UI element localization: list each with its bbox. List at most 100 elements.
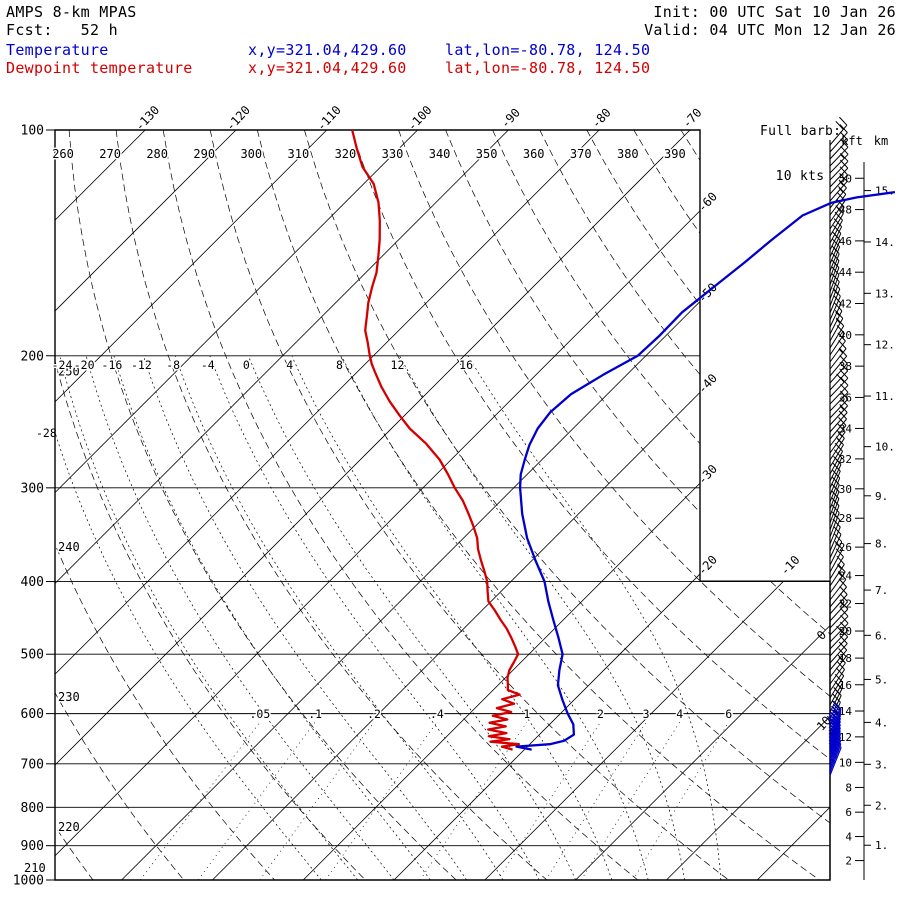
svg-text:390: 390 bbox=[664, 147, 686, 161]
svg-text:2: 2 bbox=[597, 707, 604, 721]
wind-barb-column bbox=[826, 116, 849, 880]
svg-text:0: 0 bbox=[814, 628, 829, 643]
svg-text:300: 300 bbox=[240, 147, 262, 161]
svg-text:250: 250 bbox=[58, 365, 80, 379]
svg-text:380: 380 bbox=[617, 147, 639, 161]
svg-text:42: 42 bbox=[839, 298, 852, 311]
svg-text:-20: -20 bbox=[74, 358, 95, 372]
svg-text:6.: 6. bbox=[875, 629, 888, 642]
svg-text:-100: -100 bbox=[405, 103, 435, 134]
svg-text:8.: 8. bbox=[875, 538, 888, 551]
wind-barb-legend-title: Full barb: bbox=[760, 124, 842, 139]
svg-text:km: km bbox=[874, 134, 888, 148]
svg-text:200: 200 bbox=[21, 349, 44, 364]
svg-text:-80: -80 bbox=[589, 106, 614, 131]
dewpoint-legend-label: Dewpoint temperature bbox=[6, 59, 193, 77]
svg-text:290: 290 bbox=[193, 147, 215, 161]
svg-text:-130: -130 bbox=[132, 103, 162, 134]
svg-text:40: 40 bbox=[839, 329, 852, 342]
isotherm-labels: -130 -120 -110 -100 -90 -80 -70-60-50-40-30-20… bbox=[132, 103, 834, 734]
svg-text:1000: 1000 bbox=[13, 874, 44, 889]
svg-text:270: 270 bbox=[99, 147, 121, 161]
svg-text:.4: .4 bbox=[430, 707, 444, 721]
temperature-legend-label: Temperature bbox=[6, 41, 109, 59]
svg-text:46: 46 bbox=[839, 235, 852, 248]
svg-text:11.: 11. bbox=[875, 390, 895, 403]
svg-text:-20: -20 bbox=[695, 553, 720, 578]
svg-text:1: 1 bbox=[523, 707, 530, 721]
svg-text:-30: -30 bbox=[695, 462, 720, 487]
svg-text:8: 8 bbox=[845, 781, 852, 794]
svg-text:0: 0 bbox=[243, 358, 250, 372]
svg-text:220: 220 bbox=[58, 820, 80, 834]
pressure-axis: 100 200 300 400 500 600 700 800 900 1000 bbox=[13, 124, 55, 889]
svg-text:48: 48 bbox=[839, 204, 852, 217]
svg-text:-10: -10 bbox=[778, 553, 803, 578]
forecast-hour: Fcst: 52 h bbox=[6, 21, 118, 39]
dewpoint-latlon: lat,lon=-80.78, 124.50 bbox=[445, 59, 651, 77]
svg-text:.2: .2 bbox=[367, 707, 381, 721]
dewpoint-grid-xy: x,y=321.04,429.60 bbox=[248, 59, 407, 77]
svg-text:24: 24 bbox=[839, 570, 853, 583]
wind-barb-legend: Full barb: 10 kts bbox=[760, 94, 842, 214]
svg-text:28: 28 bbox=[839, 512, 852, 525]
svg-text:4: 4 bbox=[845, 831, 852, 844]
svg-text:230: 230 bbox=[58, 690, 80, 704]
moist-adiabat-labels: -28 -24 -20 -16 -12 -8 -4 0 4 8 12 16 bbox=[36, 357, 475, 440]
svg-text:500: 500 bbox=[21, 648, 44, 663]
svg-text:5.: 5. bbox=[875, 673, 888, 686]
svg-text:12: 12 bbox=[391, 358, 405, 372]
svg-text:12.: 12. bbox=[875, 339, 895, 352]
svg-text:4: 4 bbox=[676, 707, 683, 721]
svg-text:4: 4 bbox=[286, 358, 293, 372]
svg-text:-4: -4 bbox=[201, 358, 215, 372]
altitude-axis: kft km24681012141618202224262830323436384… bbox=[839, 134, 895, 880]
svg-text:-70: -70 bbox=[680, 106, 705, 131]
svg-text:3: 3 bbox=[643, 707, 650, 721]
svg-text:4.: 4. bbox=[875, 716, 888, 729]
svg-text:-28: -28 bbox=[36, 426, 57, 440]
svg-text:14.: 14. bbox=[875, 236, 895, 249]
temperature-curve bbox=[515, 190, 896, 751]
svg-text:3.: 3. bbox=[875, 758, 888, 771]
svg-text:400: 400 bbox=[21, 575, 44, 590]
svg-text:1.: 1. bbox=[875, 839, 888, 852]
svg-text:7.: 7. bbox=[875, 584, 888, 597]
svg-text:30: 30 bbox=[839, 483, 852, 496]
svg-text:-60: -60 bbox=[695, 189, 720, 214]
svg-text:-40: -40 bbox=[695, 371, 720, 396]
init-time: Init: 00 UTC Sat 10 Jan 26 bbox=[653, 3, 896, 21]
svg-text:36: 36 bbox=[839, 391, 852, 404]
svg-text:6: 6 bbox=[845, 806, 852, 819]
svg-text:kft: kft bbox=[841, 134, 863, 148]
model-title: AMPS 8-km MPAS bbox=[6, 3, 137, 21]
svg-text:700: 700 bbox=[21, 757, 44, 772]
svg-text:600: 600 bbox=[21, 707, 44, 722]
svg-text:12: 12 bbox=[839, 731, 852, 744]
svg-text:10: 10 bbox=[839, 756, 852, 769]
svg-text:-8: -8 bbox=[166, 358, 180, 372]
svg-text:34: 34 bbox=[839, 422, 853, 435]
svg-text:10.: 10. bbox=[875, 441, 895, 454]
svg-text:-110: -110 bbox=[314, 103, 344, 134]
svg-text:320: 320 bbox=[335, 147, 357, 161]
svg-text:8: 8 bbox=[336, 358, 343, 372]
svg-text:2.: 2. bbox=[875, 799, 888, 812]
svg-text:280: 280 bbox=[146, 147, 168, 161]
svg-text:.1: .1 bbox=[308, 707, 322, 721]
svg-text:.05: .05 bbox=[249, 707, 270, 721]
svg-text:800: 800 bbox=[21, 801, 44, 816]
svg-text:15.: 15. bbox=[875, 185, 895, 198]
svg-text:13.: 13. bbox=[875, 287, 895, 300]
svg-text:2: 2 bbox=[845, 855, 852, 868]
svg-text:-16: -16 bbox=[102, 358, 123, 372]
svg-text:6: 6 bbox=[725, 707, 732, 721]
valid-time: Valid: 04 UTC Mon 12 Jan 26 bbox=[644, 21, 896, 39]
mixing-ratio-labels: .05 .1 .2 .4 1 2 3 4 6 bbox=[248, 706, 734, 723]
wind-barb-legend-value: 10 kts bbox=[775, 169, 825, 184]
svg-text:300: 300 bbox=[21, 481, 44, 496]
svg-text:14: 14 bbox=[839, 705, 853, 718]
svg-text:360: 360 bbox=[523, 147, 545, 161]
